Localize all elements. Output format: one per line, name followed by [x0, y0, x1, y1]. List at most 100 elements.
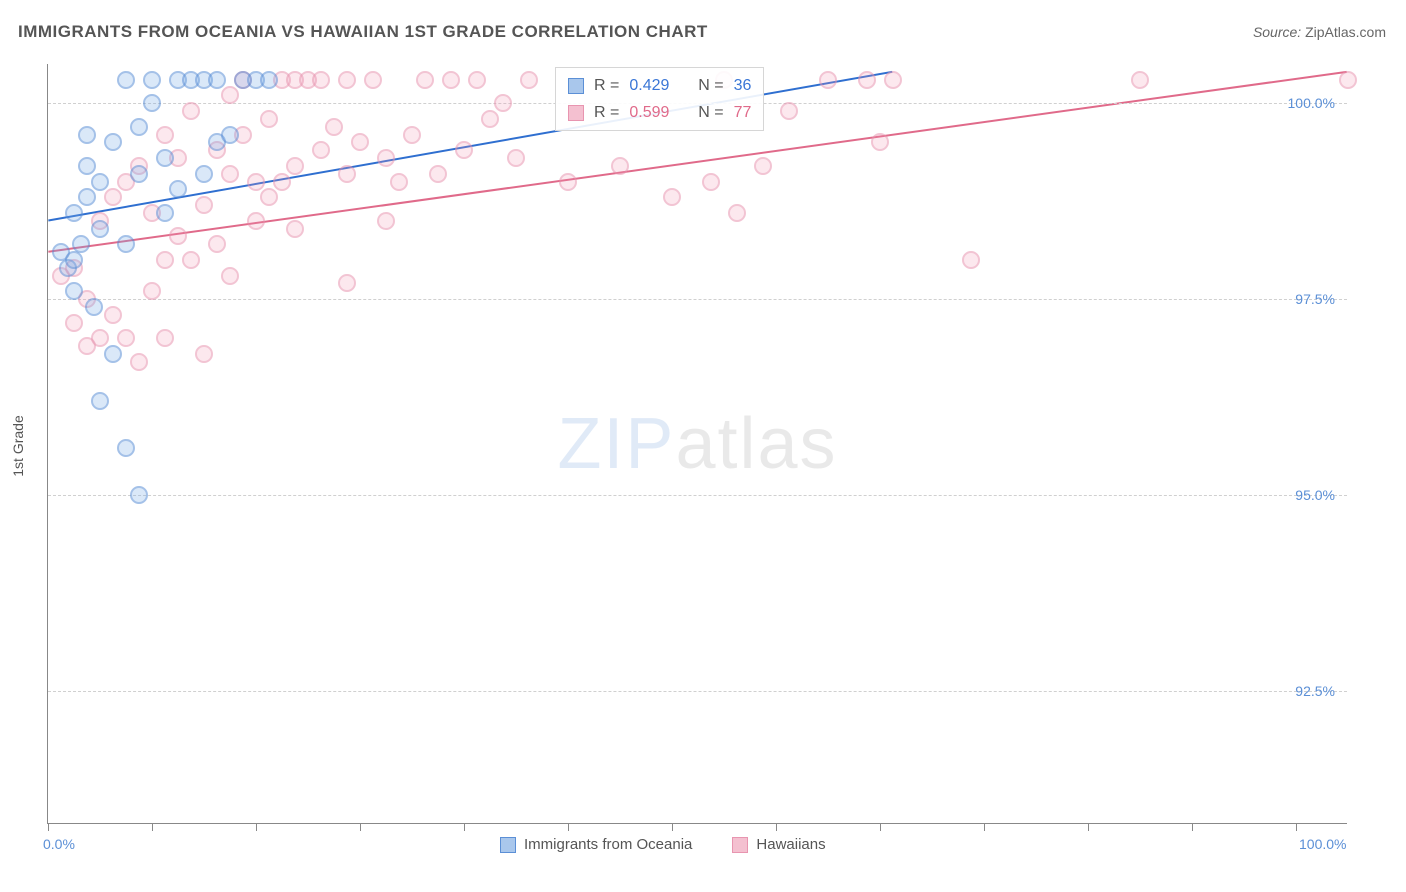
watermark-zip: ZIP	[557, 404, 675, 484]
stats-n-label: N =	[698, 72, 723, 99]
scatter-point	[286, 220, 304, 238]
scatter-point	[221, 267, 239, 285]
legend-swatch	[732, 837, 748, 853]
scatter-point	[104, 133, 122, 151]
scatter-point	[208, 235, 226, 253]
legend-swatch	[568, 105, 584, 121]
scatter-point	[871, 133, 889, 151]
y-tick-label: 100.0%	[1288, 95, 1335, 111]
scatter-point	[442, 71, 460, 89]
scatter-point	[78, 188, 96, 206]
scatter-point	[702, 173, 720, 191]
scatter-point	[221, 86, 239, 104]
scatter-point	[156, 204, 174, 222]
scatter-point	[91, 392, 109, 410]
scatter-point	[1339, 71, 1357, 89]
gridline-h	[48, 299, 1347, 300]
scatter-point	[117, 329, 135, 347]
y-tick-label: 95.0%	[1295, 487, 1335, 503]
scatter-point	[156, 251, 174, 269]
scatter-point	[520, 71, 538, 89]
scatter-point	[377, 149, 395, 167]
x-tick	[672, 823, 673, 831]
scatter-point	[65, 314, 83, 332]
scatter-point	[364, 71, 382, 89]
stats-n-value: 36	[734, 72, 752, 99]
scatter-point	[260, 188, 278, 206]
x-tick	[48, 823, 49, 831]
stats-r-label: R =	[594, 99, 619, 126]
scatter-point	[143, 71, 161, 89]
legend-item: Hawaiians	[732, 836, 825, 853]
x-tick	[360, 823, 361, 831]
scatter-point	[91, 329, 109, 347]
scatter-point	[728, 204, 746, 222]
scatter-point	[130, 118, 148, 136]
scatter-point	[260, 110, 278, 128]
legend-swatch	[568, 78, 584, 94]
scatter-point	[611, 157, 629, 175]
scatter-point	[351, 133, 369, 151]
source-value: ZipAtlas.com	[1305, 24, 1386, 40]
scatter-point	[858, 71, 876, 89]
x-tick	[1192, 823, 1193, 831]
stats-n-value: 77	[734, 99, 752, 126]
scatter-point	[130, 353, 148, 371]
stats-r-value: 0.599	[629, 99, 669, 126]
scatter-point	[325, 118, 343, 136]
trend-lines	[48, 64, 1347, 823]
scatter-point	[72, 235, 90, 253]
scatter-point	[117, 71, 135, 89]
legend-label: Hawaiians	[756, 836, 825, 853]
scatter-point	[247, 173, 265, 191]
scatter-point	[78, 157, 96, 175]
plot-area: ZIPatlas 92.5%95.0%97.5%100.0%	[47, 64, 1347, 824]
x-tick	[776, 823, 777, 831]
scatter-point	[91, 220, 109, 238]
watermark-atlas: atlas	[675, 404, 837, 484]
legend-swatch	[500, 837, 516, 853]
scatter-point	[221, 126, 239, 144]
stats-r-label: R =	[594, 72, 619, 99]
scatter-point	[247, 212, 265, 230]
scatter-point	[65, 251, 83, 269]
stats-r-value: 0.429	[629, 72, 669, 99]
scatter-point	[78, 126, 96, 144]
x-tick	[256, 823, 257, 831]
scatter-point	[85, 298, 103, 316]
x-tick	[984, 823, 985, 831]
scatter-point	[338, 274, 356, 292]
scatter-point	[156, 126, 174, 144]
scatter-point	[182, 251, 200, 269]
stats-legend-box: R = 0.429 N = 36R = 0.599 N = 77	[555, 67, 764, 131]
scatter-point	[312, 141, 330, 159]
scatter-point	[338, 165, 356, 183]
scatter-point	[286, 157, 304, 175]
scatter-point	[104, 188, 122, 206]
chart-container: IMMIGRANTS FROM OCEANIA VS HAWAIIAN 1ST …	[0, 0, 1406, 892]
scatter-point	[819, 71, 837, 89]
scatter-point	[754, 157, 772, 175]
x-tick	[568, 823, 569, 831]
scatter-point	[65, 204, 83, 222]
scatter-point	[143, 94, 161, 112]
scatter-point	[403, 126, 421, 144]
x-tick-label: 0.0%	[43, 836, 75, 852]
scatter-point	[130, 486, 148, 504]
scatter-point	[780, 102, 798, 120]
scatter-point	[377, 212, 395, 230]
scatter-point	[663, 188, 681, 206]
scatter-point	[312, 71, 330, 89]
scatter-point	[481, 110, 499, 128]
x-tick	[1088, 823, 1089, 831]
watermark: ZIPatlas	[557, 403, 837, 485]
x-tick	[464, 823, 465, 831]
scatter-point	[507, 149, 525, 167]
scatter-point	[195, 165, 213, 183]
scatter-point	[962, 251, 980, 269]
scatter-point	[195, 345, 213, 363]
scatter-point	[169, 227, 187, 245]
gridline-h	[48, 495, 1347, 496]
legend-item: Immigrants from Oceania	[500, 836, 692, 853]
stats-row: R = 0.429 N = 36	[568, 72, 751, 99]
